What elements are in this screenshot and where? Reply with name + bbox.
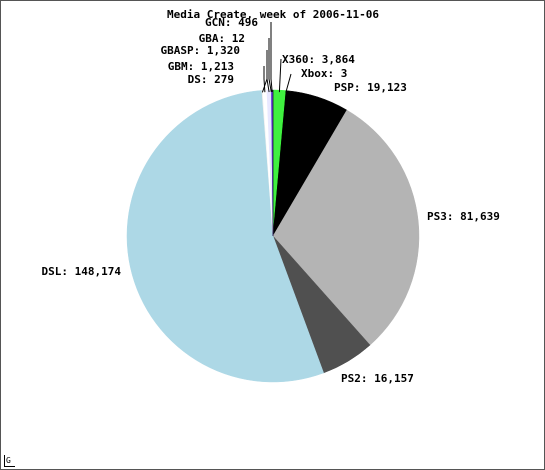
chart-logo: G [4, 455, 15, 467]
leader-gbm [263, 66, 266, 93]
label-gbasp: GBASP: 1,320 [161, 44, 240, 57]
label-gba: GBA: 12 [199, 32, 245, 45]
leader-gcn [270, 22, 273, 93]
label-leaders [261, 22, 292, 93]
label-gcn: GCN: 496 [205, 16, 258, 29]
slice-ps3 [272, 109, 420, 346]
label-ps3: PS3: 81,639 [427, 210, 500, 223]
slice-dsl [126, 90, 324, 383]
label-dsl: DSL: 148,174 [42, 265, 122, 278]
label-psp: PSP: 19,123 [334, 81, 407, 94]
label-ds: DS: 279 [188, 73, 234, 86]
label-gbm: GBM: 1,213 [168, 60, 234, 73]
label-xbox: Xbox: 3 [301, 67, 347, 80]
pie-slices [126, 89, 420, 383]
chart-title: Media Create, week of 2006-11-06 [167, 8, 379, 21]
label-ps2: PS2: 16,157 [341, 372, 414, 385]
leader-gba [268, 38, 272, 93]
leader-gbasp [266, 50, 270, 93]
label-x360: X360: 3,864 [282, 53, 355, 66]
leader-xbox [285, 73, 292, 93]
leader-x360 [278, 58, 282, 93]
